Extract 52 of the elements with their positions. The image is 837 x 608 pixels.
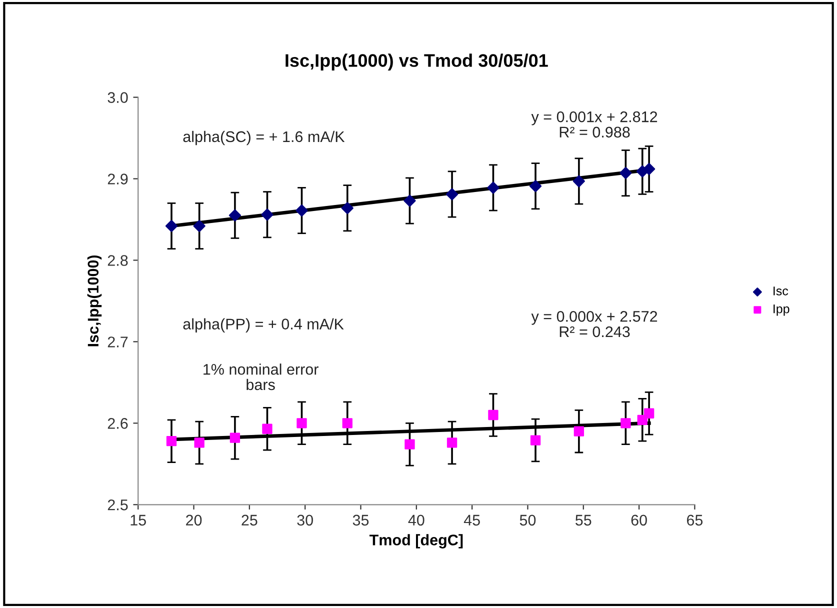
point	[404, 194, 416, 207]
point	[487, 182, 500, 194]
point	[574, 426, 584, 436]
x-tick-label: 30	[297, 514, 313, 526]
x-tick-label: 25	[242, 514, 258, 526]
point	[228, 209, 242, 222]
point	[296, 418, 307, 428]
point	[230, 432, 240, 443]
y-tick-label: 3.0	[108, 92, 128, 103]
point	[193, 220, 206, 232]
x-tick-label: 65	[686, 514, 703, 526]
y-tick-label: 2.8	[108, 255, 128, 266]
point	[261, 208, 274, 221]
x-tick-label: 15	[130, 514, 146, 526]
point	[404, 439, 415, 450]
point	[165, 220, 178, 232]
point	[342, 418, 352, 428]
point	[488, 410, 498, 420]
point	[530, 435, 541, 446]
point	[529, 180, 542, 192]
chart-title: Isc,Ipp(1000) vs Tmod 30/05/01	[286, 54, 548, 70]
x-tick-label: 55	[576, 514, 592, 526]
x-axis-title: Tmod [degC]	[369, 534, 463, 548]
annotation: alpha(PP) = + 0.4 mA/K	[183, 318, 344, 333]
y-tick-label: 2.9	[108, 174, 128, 184]
annotation: alpha(SC) = + 1.6 mA/K	[183, 130, 345, 146]
legend-label: Isc	[774, 286, 788, 296]
point	[572, 175, 586, 188]
annotation: y = 0.001x + 2.812 R² = 0.988	[531, 111, 658, 138]
legend-label: Ipp	[774, 304, 790, 316]
x-tick-label: 50	[520, 514, 536, 526]
annotation: 1% nominal error bars	[204, 364, 318, 390]
annotation: y = 0.000x + 2.572 R² = 0.243	[531, 311, 658, 338]
x-tick-label: 20	[186, 514, 202, 526]
y-tick-label: 2.5	[108, 500, 128, 510]
x-tick-label: 40	[408, 514, 424, 526]
point	[446, 188, 458, 200]
y-tick-label: 2.6	[108, 418, 128, 429]
point	[446, 438, 458, 448]
y-tick-label: 2.7	[108, 336, 128, 348]
x-tick-label: 60	[631, 514, 647, 526]
y-axis-title: Isc,Ipp(1000)	[87, 255, 102, 346]
point	[166, 436, 177, 446]
x-tick-label: 35	[352, 514, 369, 526]
point	[194, 438, 204, 448]
point	[341, 202, 354, 214]
x-tick-label: 45	[464, 514, 480, 526]
point	[620, 166, 632, 180]
point	[620, 418, 631, 428]
point	[296, 204, 308, 217]
point	[262, 424, 272, 434]
point	[644, 408, 654, 418]
